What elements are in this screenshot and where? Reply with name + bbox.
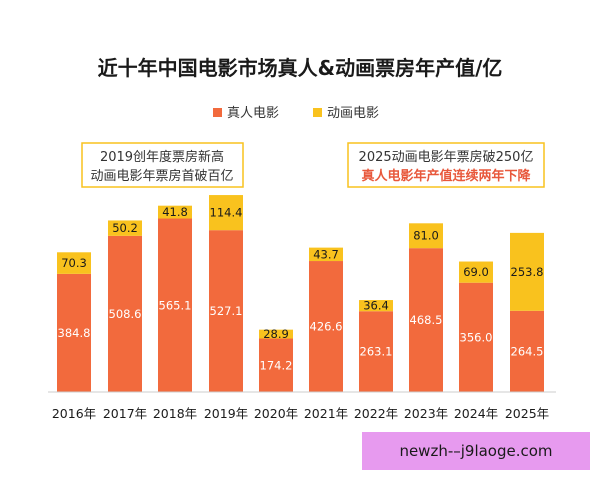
bars-group: 384.8 70.3 508.6 50.2 565.1 41.8 527.1 114.4 174… xyxy=(57,195,544,392)
bar-live-action-2 xyxy=(158,218,192,392)
x-tick-label-9: 2025年 xyxy=(505,406,549,421)
value-label-animation-0: 70.3 xyxy=(61,256,87,270)
bar-live-action-7 xyxy=(409,248,443,392)
annotation-right-box xyxy=(347,142,545,188)
bar-live-action-8 xyxy=(459,282,493,392)
value-label-live-action-9: 264.5 xyxy=(511,344,544,358)
value-label-live-action-0: 384.8 xyxy=(58,326,91,340)
value-label-live-action-3: 527.1 xyxy=(210,304,243,318)
annotation-right: 2025动画电影年票房破250亿 真人电影年产值连续两年下降 xyxy=(347,142,545,188)
x-tick-label-8: 2024年 xyxy=(454,406,498,421)
value-label-animation-2: 41.8 xyxy=(162,205,188,219)
value-label-animation-7: 81.0 xyxy=(413,229,439,243)
value-label-live-action-4: 174.2 xyxy=(260,358,293,372)
value-label-animation-9: 253.8 xyxy=(511,265,544,279)
x-tick-label-0: 2016年 xyxy=(52,406,96,421)
bar-animation-0 xyxy=(57,252,91,274)
value-label-animation-3: 114.4 xyxy=(210,206,243,220)
x-tick-label-1: 2017年 xyxy=(103,406,147,421)
bar-animation-3 xyxy=(209,195,243,231)
bar-animation-9 xyxy=(510,232,544,311)
value-label-animation-4: 28.9 xyxy=(263,327,289,341)
x-tick-label-6: 2022年 xyxy=(354,406,398,421)
annotation-left-line-1: 2019创年度票房新高 xyxy=(100,149,224,165)
x-axis-ticks: 2016年 2017年 2018年 2019年 2020年 2021年 2022年 2023年… xyxy=(52,406,549,421)
value-label-live-action-6: 263.1 xyxy=(360,345,393,359)
value-label-live-action-5: 426.6 xyxy=(310,320,343,334)
annotation-left: 2019创年度票房新高 动画电影年票房首破百亿 xyxy=(81,142,244,188)
annotation-right-line-1: 2025动画电影年票房破250亿 xyxy=(359,149,534,165)
legend-swatch-animation xyxy=(313,108,322,117)
legend-swatch-live-action xyxy=(213,108,222,117)
bar-animation-2 xyxy=(158,205,192,219)
x-tick-label-5: 2021年 xyxy=(304,406,348,421)
x-tick-label-7: 2023年 xyxy=(404,406,448,421)
annotation-right-line-2: 真人电影年产值连续两年下降 xyxy=(361,168,531,184)
bar-animation-8 xyxy=(459,261,493,283)
value-label-animation-5: 43.7 xyxy=(313,247,339,261)
bar-live-action-0 xyxy=(57,273,91,392)
bar-live-action-4 xyxy=(259,338,293,392)
x-tick-label-3: 2019年 xyxy=(204,406,248,421)
x-tick-label-4: 2020年 xyxy=(254,406,298,421)
watermark-text: newzh-–j9laoge.com xyxy=(399,442,553,460)
value-label-live-action-1: 508.6 xyxy=(109,307,142,321)
bar-animation-1 xyxy=(108,220,142,236)
value-label-live-action-2: 565.1 xyxy=(159,298,192,312)
value-label-live-action-8: 356.0 xyxy=(460,330,493,344)
value-label-animation-6: 36.4 xyxy=(363,299,389,313)
annotation-left-box xyxy=(81,142,244,188)
x-tick-label-2: 2018年 xyxy=(153,406,197,421)
chart-title: 近十年中国电影市场真人&动画票房年产值/亿 xyxy=(98,56,503,80)
annotation-left-line-2: 动画电影年票房首破百亿 xyxy=(90,168,233,184)
legend-label-live-action: 真人电影 xyxy=(227,106,279,121)
legend-label-animation: 动画电影 xyxy=(327,106,379,121)
bar-live-action-6 xyxy=(359,311,393,392)
watermark-banner: newzh-–j9laoge.com xyxy=(362,432,590,470)
bar-live-action-3 xyxy=(209,230,243,392)
legend: 真人电影 动画电影 xyxy=(213,106,379,121)
bar-animation-7 xyxy=(409,223,443,249)
bar-animation-4 xyxy=(259,329,293,339)
value-label-animation-8: 69.0 xyxy=(463,265,489,279)
bar-live-action-9 xyxy=(510,310,544,392)
bar-animation-6 xyxy=(359,300,393,312)
value-label-live-action-7: 468.5 xyxy=(410,313,443,327)
bar-animation-5 xyxy=(309,247,343,262)
value-label-animation-1: 50.2 xyxy=(112,221,138,235)
bar-live-action-5 xyxy=(309,261,343,392)
bar-live-action-1 xyxy=(108,235,142,392)
